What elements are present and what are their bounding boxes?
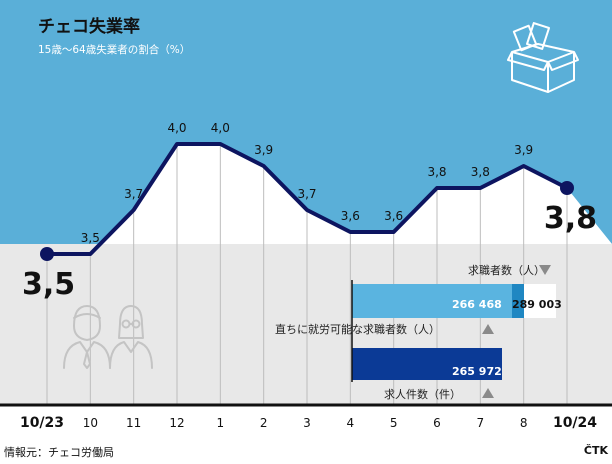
x-tick-label: 10/24	[553, 415, 597, 431]
value-label: 3,9	[254, 143, 273, 157]
value-label: 3,8	[471, 165, 490, 179]
value-label: 4,0	[211, 121, 230, 135]
bar-value-vacancies: 265 972	[452, 365, 502, 378]
value-label: 3,7	[297, 187, 316, 201]
trend-arrow-vacancies	[482, 388, 494, 398]
lower-band	[0, 244, 612, 405]
line-endpoint-dot	[40, 247, 54, 261]
x-tick-label: 12	[169, 416, 184, 430]
x-tick-label: 10/23	[20, 415, 64, 431]
x-tick-label: 5	[390, 416, 398, 430]
value-label: 3,8	[427, 165, 446, 179]
value-label: 3,7	[124, 187, 143, 201]
bar-available-seekers	[352, 284, 512, 318]
source-note: 情報元：チェコ労働局	[4, 446, 114, 459]
x-tick-label: 6	[433, 416, 441, 430]
bar-value-job-seekers: 289 003	[512, 298, 562, 311]
line-endpoints	[40, 181, 574, 261]
trend-arrow-job-seekers	[539, 265, 551, 275]
bar-label-job-seekers: 求職者数（人）	[468, 264, 545, 277]
chart-title: チェコ失業率	[38, 17, 140, 37]
x-tick-label: 10	[83, 416, 98, 430]
trend-arrow-available-seekers	[482, 324, 494, 334]
value-label: 3,8	[544, 201, 597, 236]
value-label: 4,0	[167, 121, 186, 135]
bar-label-available-seekers: 直ちに就労可能な求職者数（人）	[275, 323, 440, 336]
box-icon	[507, 22, 579, 93]
bar-value-available-seekers: 266 468	[452, 298, 502, 311]
value-label: 3,9	[514, 143, 533, 157]
x-tick-label: 1	[217, 416, 225, 430]
bar-vacancies	[352, 348, 502, 380]
x-tick-label: 2	[260, 416, 268, 430]
x-tick-label: 4	[347, 416, 355, 430]
value-label: 3,6	[384, 209, 403, 223]
x-tick-label: 7	[477, 416, 485, 430]
bar-job-seekers-tail	[524, 284, 556, 318]
value-label: 3,5	[81, 231, 100, 245]
x-tick-labels: 10/23 10 11 12 1 2 3 4 5 6 7 8 10/24	[20, 415, 597, 431]
credit-note: ČTK	[583, 444, 608, 457]
x-tick-label: 3	[303, 416, 311, 430]
x-tick-label: 8	[520, 416, 528, 430]
value-label: 3,5	[22, 267, 75, 302]
x-tick-label: 11	[126, 416, 141, 430]
chart-subtitle: 15歳～64歳失業者の割合（%）	[38, 44, 191, 56]
people-icon	[63, 305, 153, 369]
unemployment-line	[45, 142, 569, 256]
line-endpoint-dot	[560, 181, 574, 195]
sky-area	[0, 0, 612, 254]
value-label: 3,6	[341, 209, 360, 223]
bar-label-vacancies: 求人件数（件）	[384, 388, 461, 401]
stats-bars	[351, 265, 556, 398]
bar-job-seekers-extra	[512, 284, 524, 318]
value-labels: 3,5 3,5 3,7 4,0 4,0 3,9 3,7 3,6 3,6 3,8 3,8 3,9 3,8	[22, 121, 597, 302]
